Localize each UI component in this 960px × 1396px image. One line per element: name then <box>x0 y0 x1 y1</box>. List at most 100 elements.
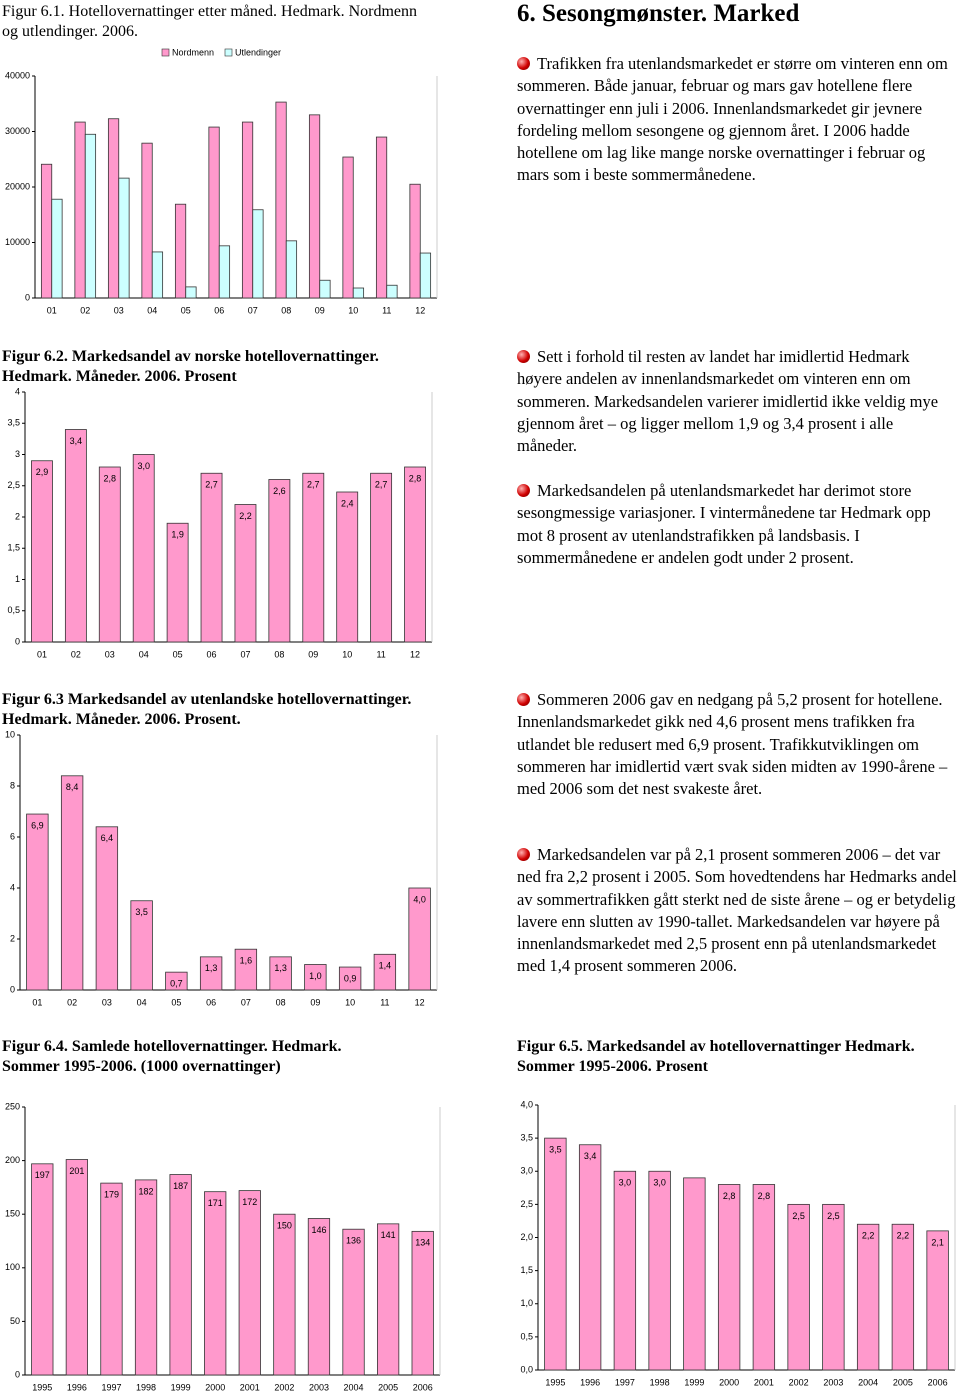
x-tick-label: 03 <box>105 649 115 659</box>
x-tick-label: 09 <box>310 997 320 1007</box>
value-label: 2,8 <box>409 473 422 483</box>
x-tick-label: 02 <box>67 997 77 1007</box>
bar <box>683 1177 706 1371</box>
y-tick-label: 4 <box>15 386 20 396</box>
x-tick-label: 09 <box>308 649 318 659</box>
bar <box>338 966 362 991</box>
bar <box>74 121 86 299</box>
bar <box>174 203 187 299</box>
bar <box>319 279 331 299</box>
x-tick-label: 2000 <box>205 1382 225 1392</box>
bar <box>107 118 120 299</box>
bar <box>134 1179 158 1376</box>
value-label: 0,9 <box>344 973 357 983</box>
x-tick-label: 02 <box>71 649 81 659</box>
y-tick-label: 0,5 <box>7 605 20 615</box>
bar <box>204 1191 227 1376</box>
x-tick-label: 04 <box>139 649 149 659</box>
x-tick-label: 05 <box>181 305 191 315</box>
x-tick-label: 04 <box>147 305 157 315</box>
x-tick-label: 2004 <box>858 1377 878 1387</box>
x-tick-label: 10 <box>345 997 355 1007</box>
value-label: 1,6 <box>240 956 253 966</box>
y-tick-label: 1,0 <box>520 1298 533 1308</box>
value-label: 201 <box>69 1166 84 1176</box>
heading: 6. Sesongmønster. Marked <box>517 0 800 27</box>
x-tick-label: 2003 <box>309 1382 329 1392</box>
bar <box>891 1223 915 1371</box>
bar <box>404 466 426 643</box>
value-label: 3,0 <box>137 461 150 471</box>
value-label: 3,5 <box>549 1145 562 1155</box>
bar <box>342 1228 365 1376</box>
caption: Figur 6.1. Hotellovernattinger etter mån… <box>2 3 417 40</box>
x-tick-label: 01 <box>47 305 57 315</box>
value-label: 172 <box>242 1197 257 1207</box>
x-tick-label: 1995 <box>32 1382 52 1392</box>
bar <box>268 479 291 643</box>
y-tick-label: 0,0 <box>520 1364 533 1374</box>
bar <box>64 429 87 643</box>
bar <box>234 948 258 991</box>
x-tick-label: 03 <box>102 997 112 1007</box>
y-tick-label: 3 <box>15 449 20 459</box>
caption: Figur 6.3 Markedsandel av utenlandske ho… <box>2 691 412 728</box>
x-tick-label: 2000 <box>719 1377 739 1387</box>
bar <box>336 491 359 643</box>
y-tick-label: 2,5 <box>520 1199 533 1209</box>
bullet <box>517 57 530 70</box>
x-tick-label: 08 <box>274 649 284 659</box>
bar <box>208 126 220 299</box>
value-label: 146 <box>311 1225 326 1235</box>
text: Trafikken fra utenlandsmarkedet er størr… <box>517 54 948 185</box>
x-tick-label: 04 <box>137 997 147 1007</box>
legend-label: Utlendinger <box>235 47 281 57</box>
x-tick-label: 07 <box>241 997 251 1007</box>
caption: Figur 6.2. Markedsandel av norske hotell… <box>2 348 379 385</box>
y-tick-label: 200 <box>5 1155 20 1165</box>
bar <box>241 121 254 299</box>
x-tick-label: 01 <box>32 997 42 1007</box>
x-tick-label: 1996 <box>580 1377 600 1387</box>
y-tick-label: 10000 <box>5 237 30 247</box>
value-label: 150 <box>277 1221 292 1231</box>
value-label: 3,5 <box>135 907 148 917</box>
bullet <box>517 848 530 861</box>
y-tick-label: 6 <box>10 831 15 841</box>
y-tick-label: 100 <box>5 1262 20 1272</box>
x-tick-label: 1997 <box>101 1382 121 1392</box>
bar <box>275 101 287 299</box>
value-label: 2,5 <box>827 1211 840 1221</box>
paragraph: Markedsandelen på utenlandsmarkedet har … <box>517 480 957 569</box>
y-tick-label: 2,0 <box>520 1232 533 1242</box>
value-label: 6,4 <box>101 833 114 843</box>
value-label: 2,7 <box>375 480 388 490</box>
value-label: 134 <box>415 1238 430 1248</box>
caption: Figur 6.4. Samlede hotellovernattinger. … <box>2 1038 342 1075</box>
text: Markedsandelen var på 2,1 prosent sommer… <box>517 845 957 976</box>
bar <box>648 1170 671 1371</box>
x-tick-label: 2005 <box>378 1382 398 1392</box>
x-tick-label: 1997 <box>615 1377 635 1387</box>
x-tick-label: 07 <box>240 649 250 659</box>
bar <box>375 136 388 299</box>
bar <box>578 1144 602 1371</box>
x-tick-label: 05 <box>171 997 181 1007</box>
paragraph: Markedsandelen var på 2,1 prosent sommer… <box>517 844 957 978</box>
text: Sommeren 2006 gav en nedgang på 5,2 pros… <box>517 690 948 799</box>
bar <box>218 245 231 299</box>
legend-swatch <box>161 48 170 57</box>
bar <box>409 183 421 299</box>
value-label: 3,4 <box>70 436 83 446</box>
x-tick-label: 08 <box>276 997 286 1007</box>
bar <box>31 1163 54 1376</box>
x-tick-label: 2001 <box>240 1382 260 1392</box>
y-tick-label: 0,5 <box>520 1331 533 1341</box>
legend-label: Nordmenn <box>172 47 214 57</box>
value-label: 1,0 <box>309 971 322 981</box>
y-tick-label: 250 <box>5 1101 20 1111</box>
value-label: 8,4 <box>66 782 79 792</box>
bar <box>199 956 223 991</box>
bar <box>26 813 49 991</box>
